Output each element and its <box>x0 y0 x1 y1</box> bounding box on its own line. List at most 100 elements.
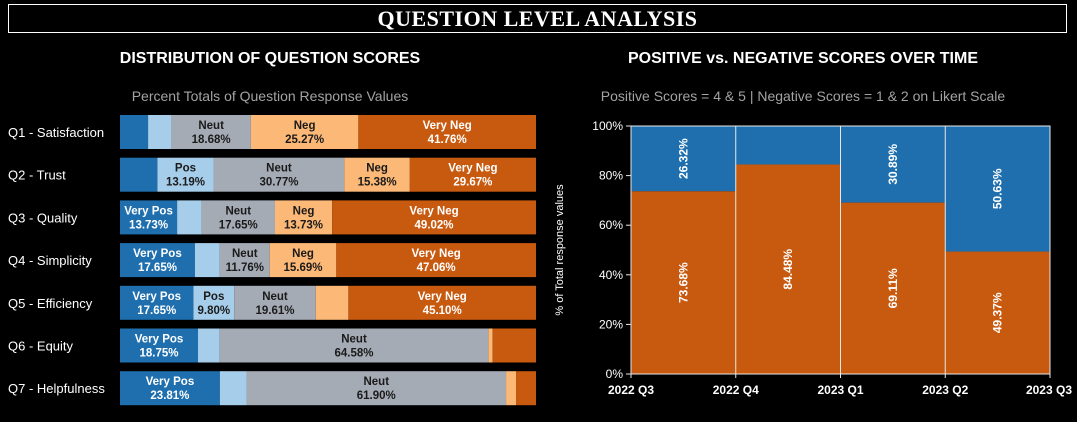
bar-segment-very-neg-q2-trust <box>409 157 536 192</box>
bar-segment-neut-q3-quality <box>201 200 275 235</box>
y-axis-label: % of Total response values <box>554 184 566 316</box>
page-title-box: QUESTION LEVEL ANALYSIS <box>8 4 1067 33</box>
distribution-chart: Q1 - Satisfaction Neut 18.68% Neg 25.27% Very… <box>8 115 536 406</box>
positive-value-label-1: 26.32% <box>676 138 690 179</box>
bar-segment-neut-q4-simplicity <box>219 243 270 278</box>
segment-name-label: Neut <box>262 291 288 303</box>
segment-value-label: 64.58% <box>334 348 373 360</box>
x-tick-label: 2023 Q1 <box>817 383 863 397</box>
bar-segment-neg-q1-satisfaction <box>250 115 359 149</box>
right-chart-title: POSITIVE vs. NEGATIVE SCORES OVER TIME <box>628 50 978 67</box>
segment-value-label: 18.68% <box>192 134 231 146</box>
segment-name-label: Neut <box>363 376 389 388</box>
positive-bar-4 <box>945 126 1050 252</box>
y-tick-label: 60% <box>599 218 623 232</box>
segment-value-label: 30.77% <box>259 177 298 189</box>
x-tick-label: 2023 Q2 <box>922 383 968 397</box>
category-label-q7-helpfulness: Q7 - Helpfulness <box>8 381 105 396</box>
positive-bar-1 <box>631 126 736 192</box>
segment-value-label: 13.73% <box>284 219 323 231</box>
pos-neg-over-time-chart: 26.32% 73.68% 84.48% 30.89% 69.11% 50.63% 49.3… <box>554 119 1072 397</box>
left-chart-subtitle: Percent Totals of Question Response Valu… <box>131 88 409 104</box>
negative-bar-4 <box>945 251 1050 374</box>
negative-bar-2 <box>735 164 841 374</box>
bar-segment-very-neg-q6-equity <box>492 328 536 363</box>
right-chart-subtitle: Positive Scores = 4 & 5 | Negative Score… <box>600 88 1006 104</box>
segment-name-label: Neut <box>232 248 258 260</box>
segment-name-label: Very Neg <box>412 248 461 260</box>
bar-segment-very-pos-q4-simplicity <box>120 243 195 278</box>
bar-segment-pos-q1-satisfaction <box>148 115 172 149</box>
segment-name-label: Very Pos <box>132 291 181 303</box>
bar-segment-neut-q1-satisfaction <box>171 115 251 149</box>
segment-value-label: 19.61% <box>255 305 294 317</box>
y-tick-label: 0% <box>606 367 624 381</box>
segment-name-label: Very Pos <box>146 376 195 388</box>
positive-value-label-3: 30.89% <box>886 144 900 185</box>
segment-value-label: 61.90% <box>357 390 396 402</box>
segment-value-label: 11.76% <box>226 262 264 274</box>
x-tick-label: 2023 Q3 <box>1026 383 1072 397</box>
bar-segment-neg-q3-quality <box>274 200 333 235</box>
bar-segment-neg-q4-simplicity <box>269 243 337 278</box>
negative-value-label-1: 73.68% <box>676 262 690 303</box>
bar-segment-neut-q2-trust <box>213 157 345 192</box>
segment-name-label: Neut <box>198 120 224 132</box>
negative-bar-1 <box>631 191 736 374</box>
bar-segment-very-pos-q7-helpfulness <box>120 371 220 406</box>
segment-value-label: 25.27% <box>285 134 324 146</box>
segment-name-label: Very Pos <box>135 334 184 346</box>
bar-segment-very-neg-q3-quality <box>332 200 536 235</box>
segment-value-label: 15.69% <box>284 262 323 274</box>
bar-segment-pos-q4-simplicity <box>194 243 220 278</box>
left-chart-title: DISTRIBUTION OF QUESTION SCORES <box>119 50 421 67</box>
bar-segment-neut-q5-efficiency <box>234 285 316 320</box>
segment-name-label: Neut <box>266 163 292 175</box>
segment-name-label: Neg <box>292 248 314 260</box>
y-tick-label: 100% <box>592 119 623 133</box>
segment-value-label: 41.76% <box>428 134 467 146</box>
bar-segment-very-pos-q6-equity <box>120 328 198 363</box>
x-tick-label: 2022 Q4 <box>713 383 759 397</box>
segment-value-label: 13.19% <box>166 177 205 189</box>
segment-value-label: 17.65% <box>138 262 177 274</box>
y-tick-label: 20% <box>599 317 623 331</box>
negative-bar-3 <box>840 202 946 374</box>
segment-value-label: 23.81% <box>150 390 189 402</box>
x-tick-label: 2022 Q3 <box>608 383 654 397</box>
bar-segment-neg-q7-helpfulness <box>506 371 517 406</box>
y-tick-label: 40% <box>599 268 623 282</box>
bar-segment-very-pos-q5-efficiency <box>120 285 194 320</box>
segment-name-label: Neg <box>293 205 315 217</box>
negative-value-label-3: 69.11% <box>886 268 900 308</box>
positive-bar-2 <box>735 126 841 165</box>
segment-value-label: 45.10% <box>423 305 462 317</box>
segment-value-label: 49.02% <box>415 219 454 231</box>
bar-segment-very-pos-q3-quality <box>120 200 178 235</box>
category-label-q2-trust: Q2 - Trust <box>8 168 66 183</box>
category-label-q1-satisfaction: Q1 - Satisfaction <box>8 125 104 140</box>
bar-segment-very-neg-q7-helpfulness <box>516 371 536 406</box>
bar-segment-very-pos-q1-satisfaction <box>120 115 149 149</box>
bar-segment-pos-q2-trust <box>157 157 214 192</box>
bar-segment-neg-q6-equity <box>488 328 493 363</box>
bar-segment-pos-q6-equity <box>198 328 220 363</box>
bar-segment-neut-q6-equity <box>219 328 489 363</box>
bar-segment-very-pos-q2-trust <box>120 157 158 192</box>
segment-name-label: Very Pos <box>133 248 182 260</box>
segment-name-label: Very Neg <box>448 163 497 175</box>
segment-name-label: Neut <box>341 334 367 346</box>
y-tick-label: 80% <box>599 169 623 183</box>
segment-value-label: 18.75% <box>139 348 178 360</box>
segment-value-label: 15.38% <box>358 177 397 189</box>
segment-value-label: 47.06% <box>417 262 456 274</box>
bar-segment-very-neg-q5-efficiency <box>348 285 536 320</box>
segment-name-label: Very Neg <box>423 120 472 132</box>
bar-segment-neg-q2-trust <box>344 157 410 192</box>
category-label-q4-simplicity: Q4 - Simplicity <box>8 253 92 268</box>
segment-name-label: Very Pos <box>124 205 173 217</box>
segment-value-label: 9.80% <box>198 305 231 317</box>
bar-segment-very-neg-q1-satisfaction <box>358 115 536 149</box>
segment-name-label: Very Neg <box>409 205 458 217</box>
positive-bar-3 <box>840 126 946 203</box>
